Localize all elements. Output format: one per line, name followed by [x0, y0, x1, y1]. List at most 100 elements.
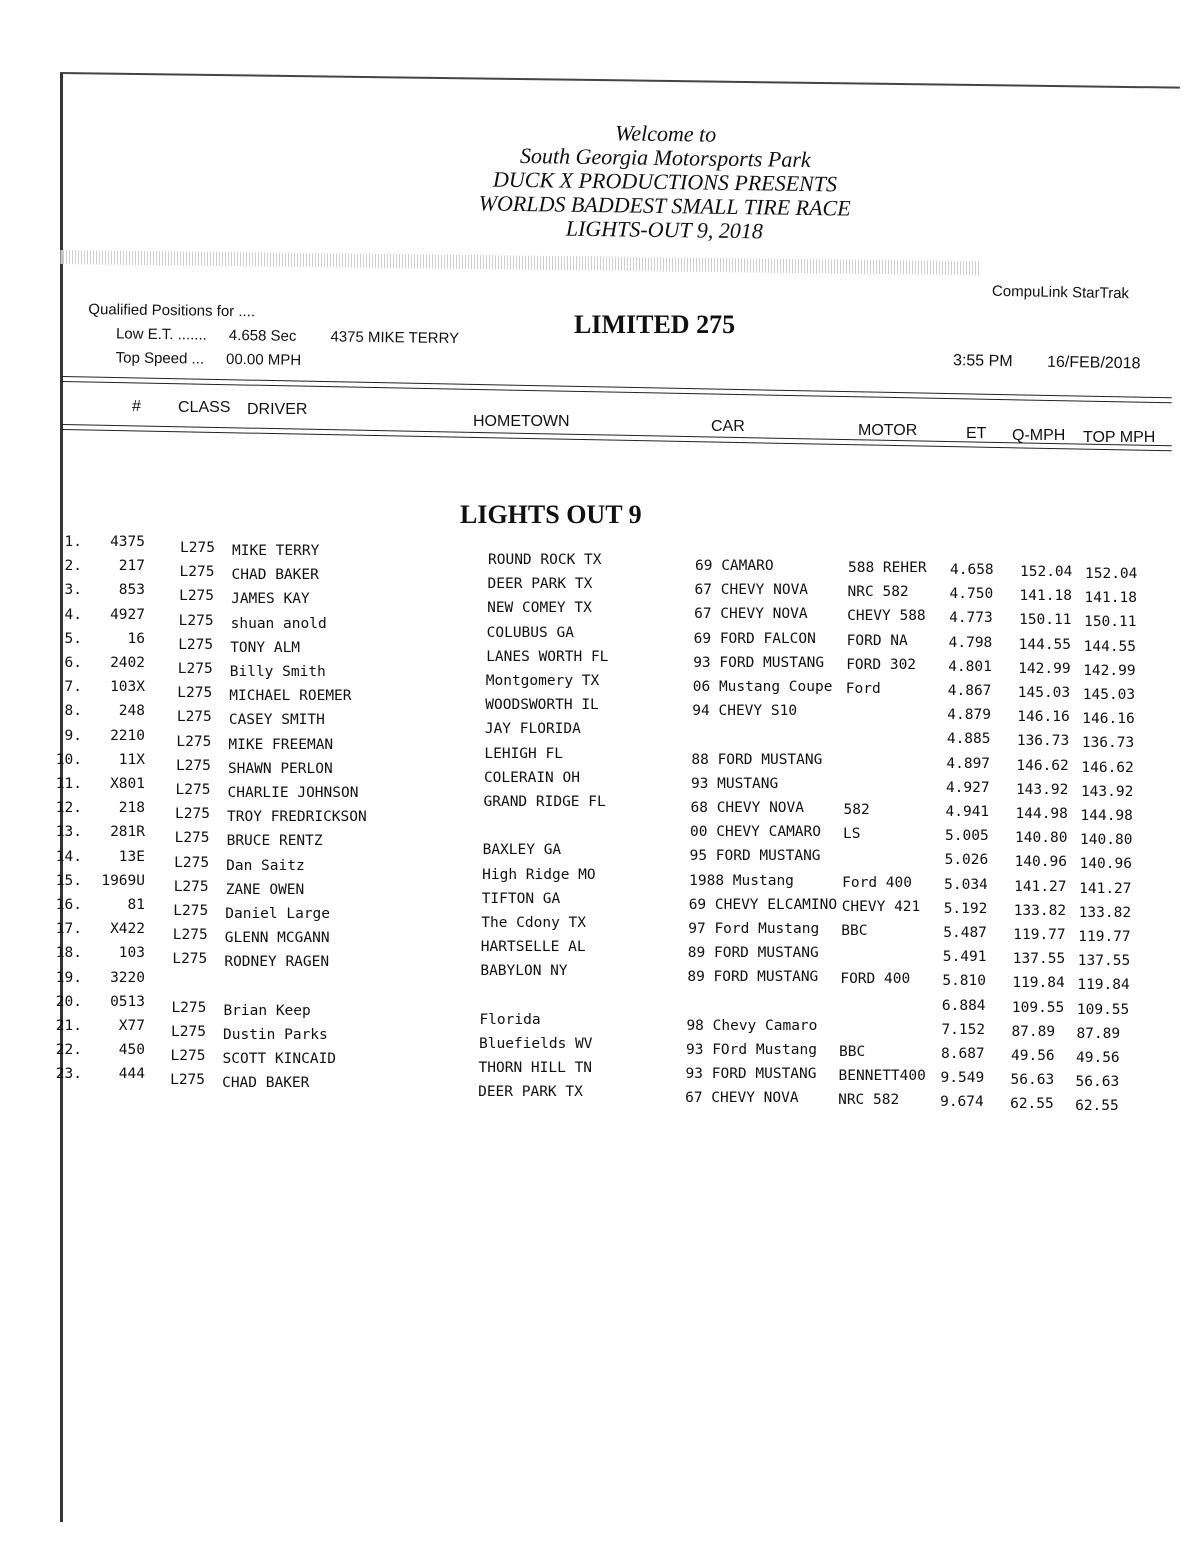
cell-pos: 2.: [64, 558, 82, 575]
cell-class: L275: [170, 1048, 206, 1065]
col-topmph: TOP MPH: [1083, 429, 1156, 446]
cell-car: 97 Ford Mustang: [688, 921, 820, 937]
col-qmph: Q-MPH: [1012, 427, 1066, 444]
cell-topmph: 119.77: [1078, 929, 1131, 945]
cell-class: L275: [179, 588, 215, 605]
cell-pos: 14.: [55, 848, 82, 865]
table-row: 4. 4927 L275 shuan anold COLUBUS GA 69 FORD F…: [0, 607, 1200, 655]
cell-et: 5.192: [943, 900, 988, 917]
cell-car: 00 CHEVY CAMARO: [690, 824, 821, 841]
table-row: 1. 4375 L275 MIKE TERRY ROUND ROCK TX 69 CAMA…: [0, 534, 1200, 582]
cell-car: 93 FORD MUSTANG: [685, 1066, 817, 1083]
cell-hometown: BAXLEY GA: [482, 842, 562, 859]
cell-hometown: COLUBUS GA: [486, 624, 574, 641]
cell-class: L275: [178, 636, 214, 653]
cell-hometown: High Ridge MO: [482, 866, 596, 883]
cell-motor: CHEVY 588: [847, 608, 926, 625]
cell-num: 4375: [110, 534, 145, 550]
time: 3:55 PM: [952, 352, 1013, 371]
cell-topmph: 56.63: [1075, 1074, 1120, 1091]
cell-pos: 18.: [55, 945, 82, 962]
cell-car: 1988 Mustang: [689, 872, 794, 889]
cell-et: 4.658: [950, 562, 994, 578]
col-class: CLASS: [178, 399, 231, 416]
cell-qmph: 142.99: [1018, 660, 1071, 677]
cell-motor: NRC 582: [838, 1092, 900, 1109]
cell-topmph: 141.18: [1084, 590, 1137, 607]
cell-et: 5.491: [942, 949, 987, 966]
cell-driver: MICHAEL ROEMER: [229, 688, 352, 705]
cell-et: 4.801: [948, 658, 992, 675]
cell-qmph: 146.16: [1017, 709, 1070, 726]
cell-et: 5.487: [943, 925, 987, 941]
table-row: 18. 103 L275 RODNEY RAGEN BABYLON NY 89 FORD …: [0, 945, 1200, 993]
cell-hometown: Bluefields WV: [479, 1036, 593, 1052]
cell-driver: MIKE FREEMAN: [228, 736, 334, 753]
cell-num: X77: [118, 1018, 145, 1034]
cell-hometown: TIFTON GA: [481, 890, 561, 907]
cell-pos: 16.: [55, 897, 82, 913]
cell-et: 4.941: [945, 804, 990, 820]
timestamp: 3:55 PM 16/FEB/2018: [953, 352, 1171, 374]
cell-driver: TROY FREDRICKSON: [227, 809, 367, 826]
cell-driver: SCOTT KINCAID: [222, 1051, 337, 1068]
cell-car: 94 CHEVY S10: [692, 703, 798, 720]
cell-topmph: 49.56: [1076, 1050, 1120, 1066]
cell-hometown: NEW COMEY TX: [487, 600, 592, 617]
cell-num: 2210: [110, 727, 145, 744]
table-row: 23. 444 L275 CHAD BAKER DEER PARK TX 67 CHEVY…: [0, 1066, 1200, 1114]
cell-pos: 1.: [64, 534, 82, 550]
cell-qmph: 143.92: [1015, 781, 1069, 798]
cell-car: 69 CHEVY ELCAMINO: [688, 896, 838, 913]
cell-hometown: ROUND ROCK TX: [488, 552, 602, 568]
cell-qmph: 141.27: [1014, 878, 1067, 895]
page-border-top: [59, 72, 1180, 89]
cell-qmph: 146.62: [1016, 757, 1069, 774]
cell-car: 88 FORD MUSTANG: [691, 751, 823, 768]
cell-num: 81: [127, 897, 145, 913]
table-row: 3. 853 L275 JAMES KAY NEW COMEY TX 67 CHEVY N…: [0, 582, 1200, 630]
cell-pos: 20.: [55, 993, 82, 1010]
cell-num: 103: [118, 945, 145, 962]
table-row: 7. 103X L275 MICHAEL ROEMER WOODSWORTH IL 94 …: [0, 679, 1200, 727]
cell-driver: RODNEY RAGEN: [224, 954, 330, 971]
date: 16/FEB/2018: [1046, 353, 1141, 373]
cell-driver: JAMES KAY: [231, 591, 310, 608]
cell-qmph: 56.63: [1010, 1072, 1055, 1089]
cell-qmph: 144.98: [1015, 806, 1068, 822]
cell-hometown: COLERAIN OH: [483, 769, 580, 786]
table-row: 20. 0513 L275 Brian Keep Florida 98 Chevy Cam…: [0, 994, 1200, 1042]
cell-car: 98 Chevy Camaro: [686, 1017, 818, 1034]
cell-driver: shuan anold: [230, 615, 327, 632]
col-hometown: HOMETOWN: [473, 413, 570, 430]
cell-et: 7.152: [941, 1021, 986, 1038]
column-headers: # CLASS DRIVER HOMETOWN CAR MOTOR ET Q-M…: [0, 398, 1200, 448]
cell-topmph: 109.55: [1076, 1001, 1130, 1018]
cell-pos: 17.: [55, 921, 82, 938]
cell-qmph: 62.55: [1010, 1096, 1054, 1113]
class-title: LIMITED 275: [574, 310, 736, 339]
cell-et: 4.897: [946, 755, 991, 772]
cell-num: 281R: [110, 824, 145, 841]
top-speed-label: Top Speed ...: [115, 349, 205, 368]
cell-topmph: 142.99: [1083, 662, 1136, 679]
cell-qmph: 145.03: [1017, 685, 1071, 701]
cell-class: L275: [175, 782, 211, 798]
cell-et: 5.005: [945, 828, 989, 845]
table-row: 2. 217 L275 CHAD BAKER DEER PARK TX 67 CHEVY …: [0, 558, 1200, 606]
qualified-summary: Qualified Positions for .... Low E.T. ..…: [87, 298, 459, 375]
cell-qmph: 119.77: [1013, 927, 1066, 943]
cell-num: X422: [110, 921, 145, 938]
cell-class: L275: [176, 709, 212, 726]
cell-driver: MIKE TERRY: [232, 543, 320, 559]
cell-car: 95 FORD MUSTANG: [689, 848, 821, 865]
table-row: 11. X801 L275 CHARLIE JOHNSON GRAND RIDGE FL…: [0, 776, 1200, 824]
cell-topmph: 119.84: [1077, 977, 1130, 994]
table-row: 13. 281R L275 BRUCE RENTZ BAXLEY GA 95 FORD M…: [0, 824, 1200, 872]
table-row: 5. 16 L275 TONY ALM LANES WORTH FL 93 FORD MU…: [0, 631, 1200, 679]
cell-class: L275: [170, 1072, 206, 1089]
cell-et: 4.798: [948, 634, 993, 651]
cell-pos: 21.: [55, 1018, 82, 1034]
cell-motor: Ford 400: [842, 874, 912, 891]
cell-driver: CHARLIE JOHNSON: [227, 785, 359, 801]
